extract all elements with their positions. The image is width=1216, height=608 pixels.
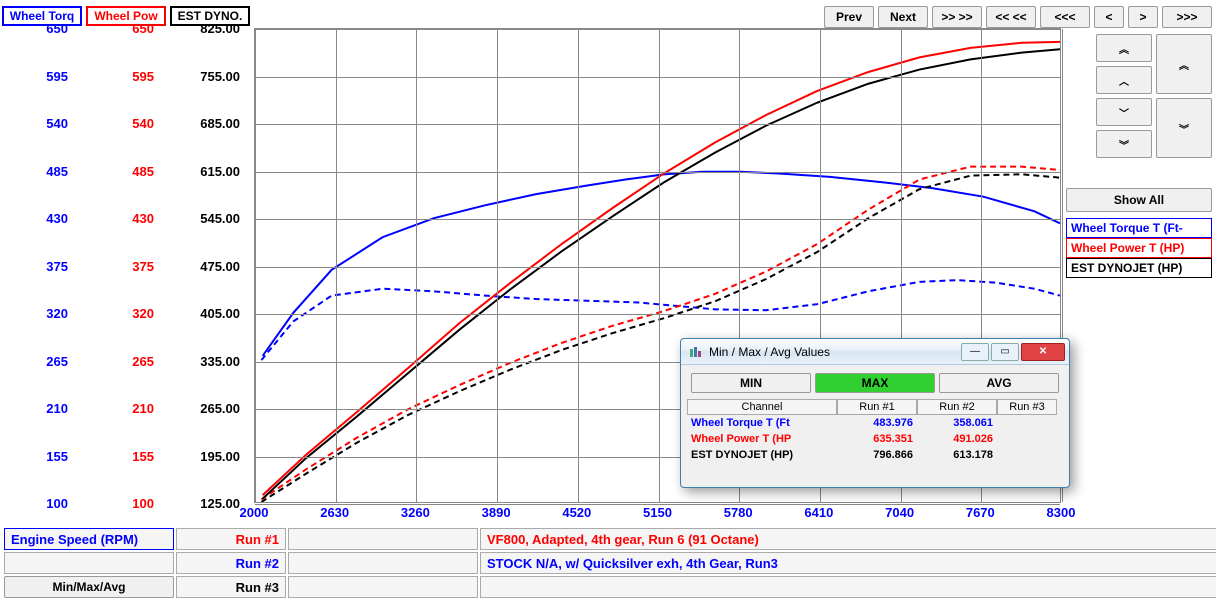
popup-row: EST DYNOJET (HP)796.866613.178: [687, 447, 1063, 463]
scroll-down-button[interactable]: ﹀: [1096, 98, 1152, 126]
run3-label: Run #3: [176, 576, 286, 598]
prev-button[interactable]: Prev: [824, 6, 874, 28]
rr-button[interactable]: << <<: [986, 6, 1036, 28]
popup-close-icon[interactable]: ✕: [1021, 343, 1065, 361]
x-tick: 5780: [724, 505, 753, 520]
popup-tab-avg[interactable]: AVG: [939, 373, 1059, 393]
x-tick: 2000: [240, 505, 269, 520]
bottom-info-grid: Engine Speed (RPM)Run #1VF800, Adapted, …: [4, 528, 1212, 598]
rrr-button[interactable]: <<<: [1040, 6, 1090, 28]
run1-label: Run #1: [176, 528, 286, 550]
run3-desc: [480, 576, 1216, 598]
x-tick: 7040: [885, 505, 914, 520]
popup-minimize-icon[interactable]: —: [961, 343, 989, 361]
zoom-up-button[interactable]: ︽: [1156, 34, 1212, 94]
scroll-up-button[interactable]: ︿: [1096, 66, 1152, 94]
x-tick: 3260: [401, 505, 430, 520]
minmax-popup: Min / Max / Avg Values — ▭ ✕ MIN MAX AVG…: [680, 338, 1070, 488]
popup-col-run2: Run #2: [917, 399, 997, 415]
popup-tab-min[interactable]: MIN: [691, 373, 811, 393]
legend-item[interactable]: Wheel Power T (HP): [1066, 238, 1212, 258]
show-all-button[interactable]: Show All: [1066, 188, 1212, 212]
legend: Wheel Torque T (Ft-Wheel Power T (HP)EST…: [1066, 218, 1212, 278]
rrr2-button[interactable]: >>>: [1162, 6, 1212, 28]
run1-desc: VF800, Adapted, 4th gear, Run 6 (91 Octa…: [480, 528, 1216, 550]
popup-app-icon: [689, 346, 703, 358]
zoom-down-button[interactable]: ︾: [1156, 98, 1212, 158]
run1-value: [288, 528, 478, 550]
popup-maximize-icon[interactable]: ▭: [991, 343, 1019, 361]
x-tick: 4520: [562, 505, 591, 520]
popup-tab-max[interactable]: MAX: [815, 373, 935, 393]
next-button[interactable]: Next: [878, 6, 928, 28]
vertical-nav: ︽ ︿ ﹀ ︾ ︽ ︾: [1096, 34, 1212, 158]
top-navigation: Prev Next >> >> << << <<< < > >>>: [824, 6, 1212, 28]
scroll-down-fast-button[interactable]: ︾: [1096, 130, 1152, 158]
empty-cell: [4, 552, 174, 574]
popup-col-run1: Run #1: [837, 399, 917, 415]
legend-item[interactable]: EST DYNOJET (HP): [1066, 258, 1212, 278]
popup-title: Min / Max / Avg Values: [685, 345, 959, 359]
x-tick: 3890: [482, 505, 511, 520]
x-tick: 5150: [643, 505, 672, 520]
x-tick: 8300: [1047, 505, 1076, 520]
run2-desc: STOCK N/A, w/ Quicksilver exh, 4th Gear,…: [480, 552, 1216, 574]
popup-col-run3: Run #3: [997, 399, 1057, 415]
popup-row: Wheel Power T (HP635.351491.026: [687, 431, 1063, 447]
popup-col-channel: Channel: [687, 399, 837, 415]
run3-value: [288, 576, 478, 598]
popup-row: Wheel Torque T (Ft483.976358.061: [687, 415, 1063, 431]
run2-value: [288, 552, 478, 574]
x-axis-title[interactable]: Engine Speed (RPM): [4, 528, 174, 550]
ff-button[interactable]: >> >>: [932, 6, 982, 28]
minmaxavg-button[interactable]: Min/Max/Avg: [4, 576, 174, 598]
run2-label: Run #2: [176, 552, 286, 574]
scroll-up-fast-button[interactable]: ︽: [1096, 34, 1152, 62]
minmax-cell: Min/Max/Avg: [4, 576, 174, 598]
x-tick: 6410: [804, 505, 833, 520]
lt-button[interactable]: <: [1094, 6, 1124, 28]
popup-titlebar[interactable]: Min / Max / Avg Values — ▭ ✕: [681, 339, 1069, 365]
gt-button[interactable]: >: [1128, 6, 1158, 28]
legend-item[interactable]: Wheel Torque T (Ft-: [1066, 218, 1212, 238]
popup-tabs: MIN MAX AVG: [691, 373, 1059, 393]
x-tick: 2630: [320, 505, 349, 520]
popup-table: Channel Run #1 Run #2 Run #3 Wheel Torqu…: [687, 399, 1063, 463]
series-torque_run1: [263, 172, 1060, 356]
x-tick: 7670: [966, 505, 995, 520]
